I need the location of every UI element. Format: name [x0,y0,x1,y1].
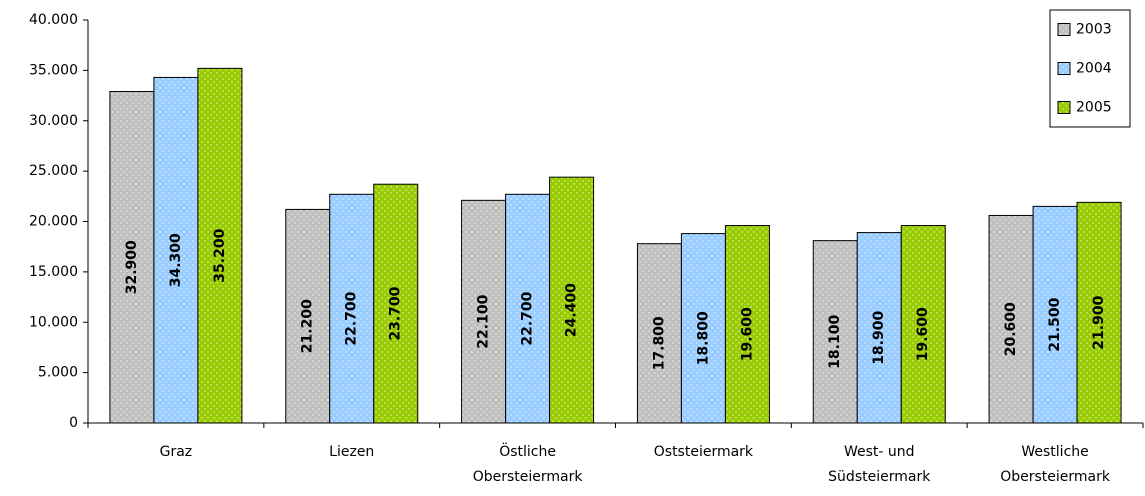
y-tick-label: 35.000 [29,62,78,78]
x-tick-label: Westliche Obersteiermark [1000,444,1110,485]
bar [812,240,858,424]
bar [900,225,946,424]
value-label: 22.100 [476,294,492,348]
value-label: 21.500 [1047,297,1063,351]
bar [461,199,507,424]
value-label: 22.700 [520,291,536,345]
value-label: 23.700 [388,286,404,340]
bar [988,214,1034,424]
value-label: 24.400 [564,283,580,337]
bar [856,232,902,424]
bar [329,193,375,424]
y-tick-label: 25.000 [29,163,78,179]
bar [724,225,770,424]
value-label: 32.900 [124,240,140,294]
x-tick-label: West- und Südsteiermark [828,444,931,485]
y-tick-label: 10.000 [29,314,78,330]
value-label: 17.800 [651,316,667,370]
legend-label: 2004 [1076,61,1112,77]
value-label: 22.700 [344,291,360,345]
y-tick-label: 5.000 [38,365,78,381]
value-label: 21.200 [300,299,316,353]
legend-swatch [1057,23,1071,36]
y-tick-label: 15.000 [29,264,78,280]
legend-label: 2005 [1076,100,1112,116]
value-label: 19.600 [915,307,931,361]
value-label: 20.600 [1003,302,1019,356]
legend-label: 2003 [1076,22,1112,38]
x-tick-label: Liezen [329,444,375,460]
value-label: 34.300 [168,233,184,287]
bar [1076,201,1122,424]
x-tick-label: Östliche Obersteiermark [472,444,583,485]
value-label: 18.900 [871,311,887,365]
value-label: 18.100 [827,315,843,369]
y-tick-label: 30.000 [29,113,78,129]
bar [285,208,331,424]
x-tick-label: Oststeiermark [653,444,754,460]
bar [373,183,419,424]
value-label: 21.900 [1091,295,1107,349]
legend-swatch [1057,62,1071,75]
value-label: 18.800 [695,311,711,365]
bar [153,76,199,424]
bar [505,193,551,424]
x-tick-label: Graz [159,444,193,460]
value-label: 35.200 [212,228,228,282]
y-tick-label: 0 [69,415,78,431]
bar [680,233,726,424]
bar [636,243,682,424]
legend-swatch [1057,101,1071,114]
y-tick-label: 40.000 [29,12,78,28]
bar [549,176,595,424]
y-tick-label: 20.000 [29,214,78,230]
value-label: 19.600 [739,307,755,361]
